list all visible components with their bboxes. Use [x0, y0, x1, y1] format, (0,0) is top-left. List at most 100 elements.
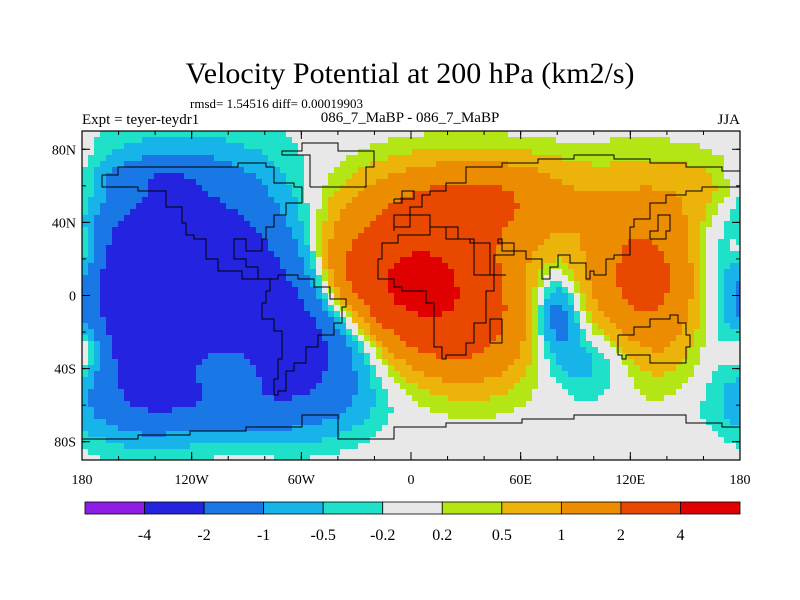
field-cell: [580, 203, 587, 210]
field-cell: [316, 215, 323, 222]
field-cell: [400, 281, 407, 288]
field-cell: [304, 245, 311, 252]
field-cell: [442, 341, 449, 348]
field-cell: [694, 383, 701, 390]
field-cell: [400, 251, 407, 258]
field-cell: [148, 323, 155, 330]
field-cell: [88, 371, 95, 378]
field-cell: [550, 233, 557, 240]
field-cell: [442, 209, 449, 216]
field-cell: [232, 347, 239, 354]
field-cell: [202, 239, 209, 246]
field-cell: [256, 281, 263, 288]
field-cell: [130, 245, 137, 252]
field-cell: [526, 335, 533, 342]
field-cell: [490, 221, 497, 228]
field-cell: [718, 179, 725, 186]
field-cell: [706, 365, 713, 372]
field-cell: [328, 365, 335, 372]
field-cell: [250, 161, 257, 168]
field-cell: [586, 293, 593, 300]
field-cell: [472, 245, 479, 252]
field-cell: [520, 281, 527, 288]
field-cell: [178, 323, 185, 330]
field-cell: [382, 377, 389, 384]
field-cell: [112, 275, 119, 282]
field-cell: [382, 299, 389, 306]
field-cell: [424, 383, 431, 390]
field-cell: [694, 137, 701, 144]
field-cell: [82, 233, 89, 240]
field-cell: [430, 383, 437, 390]
field-cell: [118, 227, 125, 234]
field-cell: [700, 365, 707, 372]
field-cell: [382, 263, 389, 270]
field-cell: [532, 353, 539, 360]
field-cell: [82, 401, 89, 408]
field-cell: [376, 311, 383, 318]
field-cell: [106, 377, 113, 384]
field-cell: [520, 359, 527, 366]
field-cell: [598, 275, 605, 282]
field-cell: [508, 371, 515, 378]
field-cell: [634, 263, 641, 270]
field-cell: [574, 371, 581, 378]
field-cell: [136, 281, 143, 288]
field-cell: [544, 137, 551, 144]
field-cell: [628, 257, 635, 264]
field-cell: [544, 341, 551, 348]
field-cell: [148, 185, 155, 192]
field-cell: [598, 329, 605, 336]
field-cell: [598, 221, 605, 228]
field-cell: [196, 149, 203, 156]
field-cell: [610, 353, 617, 360]
field-cell: [550, 341, 557, 348]
field-cell: [544, 245, 551, 252]
field-cell: [676, 167, 683, 174]
field-cell: [514, 257, 521, 264]
field-cell: [154, 143, 161, 150]
field-cell: [142, 329, 149, 336]
field-cell: [478, 143, 485, 150]
field-cell: [694, 269, 701, 276]
field-cell: [358, 209, 365, 216]
field-cell: [130, 377, 137, 384]
field-cell: [346, 197, 353, 204]
field-cell: [388, 329, 395, 336]
field-cell: [196, 305, 203, 312]
field-cell: [148, 293, 155, 300]
field-cell: [544, 155, 551, 162]
field-cell: [502, 347, 509, 354]
field-cell: [700, 323, 707, 330]
field-cell: [178, 209, 185, 216]
field-cell: [640, 329, 647, 336]
field-cell: [376, 299, 383, 306]
field-cell: [430, 395, 437, 402]
field-cell: [370, 143, 377, 150]
field-cell: [190, 311, 197, 318]
field-cell: [346, 227, 353, 234]
field-cell: [562, 149, 569, 156]
field-cell: [160, 203, 167, 210]
field-cell: [376, 359, 383, 366]
field-cell: [190, 131, 197, 138]
field-cell: [328, 197, 335, 204]
field-cell: [520, 335, 527, 342]
field-cell: [580, 191, 587, 198]
field-cell: [220, 251, 227, 258]
field-cell: [82, 293, 89, 300]
field-cell: [94, 269, 101, 276]
field-cell: [598, 317, 605, 324]
field-cell: [298, 395, 305, 402]
field-cell: [298, 257, 305, 264]
field-cell: [568, 329, 575, 336]
field-cell: [520, 305, 527, 312]
field-cell: [442, 335, 449, 342]
field-cell: [310, 341, 317, 348]
field-cell: [88, 197, 95, 204]
field-cell: [178, 161, 185, 168]
field-cell: [88, 347, 95, 354]
field-cell: [484, 395, 491, 402]
field-cell: [166, 131, 173, 138]
field-cell: [406, 131, 413, 138]
